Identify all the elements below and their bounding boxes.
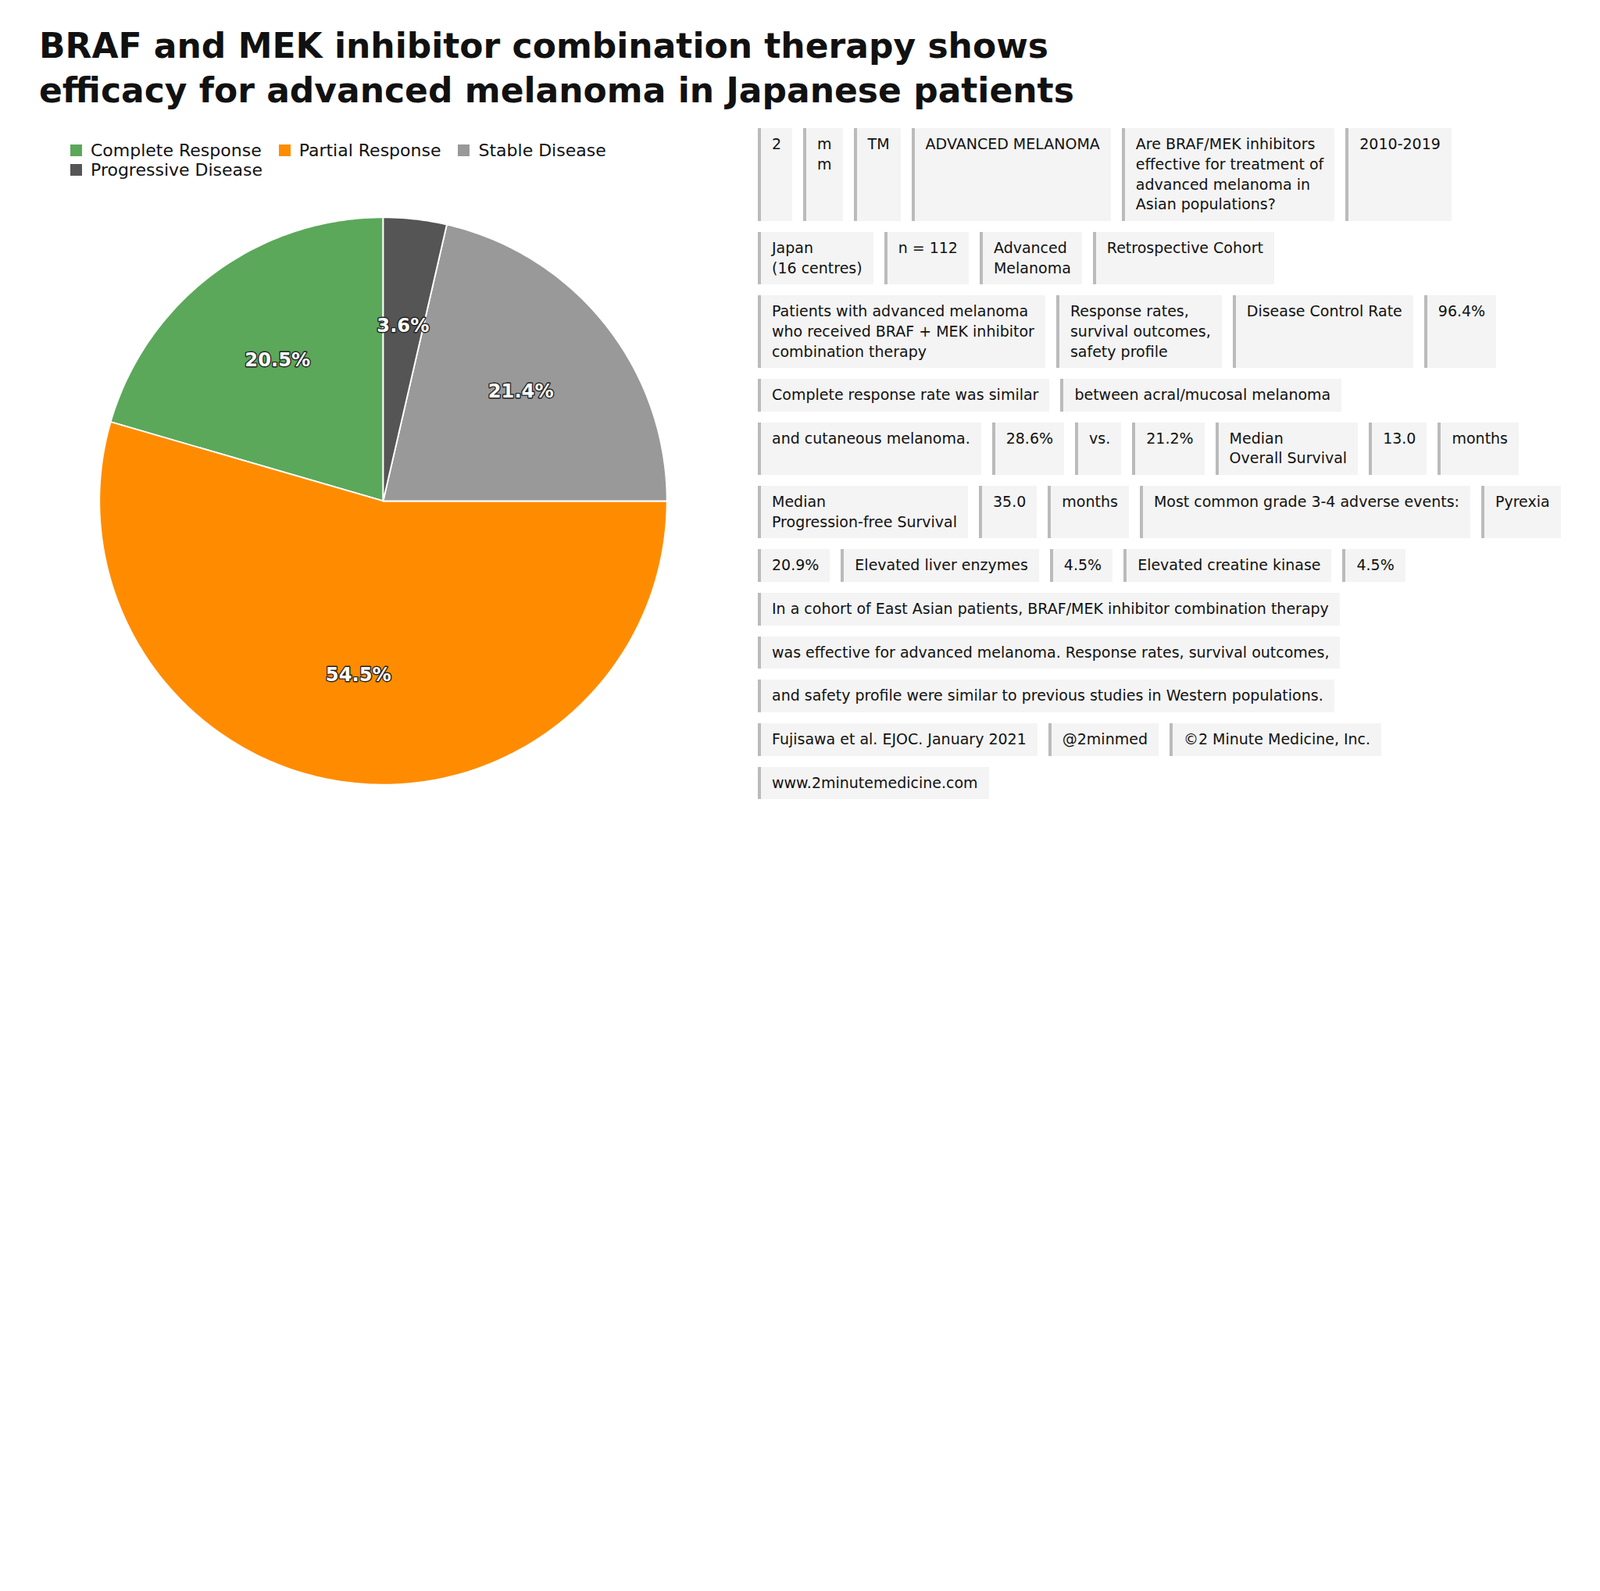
html-text:20.9%: 20.9% <box>771 556 820 574</box>
html-text:between acral/mucosal melanoma: between acral/mucosal melanoma <box>1074 386 1331 404</box>
html-text:Elevated creatine kinase: Elevated creatine kinase <box>1137 556 1321 574</box>
html-text:Are BRAF/MEK inhibitors effect: Are BRAF/MEK inhibitors effective for tr… <box>1135 135 1324 213</box>
html-text:Complete response rate was sim: Complete response rate was similar <box>771 386 1039 404</box>
svg-text:3.6%: 3.6% <box>376 315 429 338</box>
html-text:Median Progression-free Surviv: Median Progression-free Survival <box>771 493 958 531</box>
html-text:@2minmed: @2minmed <box>1062 730 1148 748</box>
html-text:4.5%: 4.5% <box>1356 556 1395 574</box>
html-text:Advanced Melanoma: Advanced Melanoma <box>993 238 1071 277</box>
html-text:and cutaneous melanoma.: and cutaneous melanoma. <box>771 429 971 447</box>
svg-text:21.4%: 21.4% <box>488 380 554 403</box>
html-text:Median Overall Survival: Median Overall Survival <box>1229 429 1347 467</box>
html-text:Complete Response: Complete Response <box>90 140 262 161</box>
html-text:m m: m m <box>817 135 832 173</box>
svg-text:20.5%: 20.5% <box>244 349 311 372</box>
html-text:vs.: vs. <box>1089 429 1111 447</box>
html-text:months: months <box>1451 429 1508 447</box>
html-text:Stable Disease: Stable Disease <box>478 140 607 161</box>
html-text:Japan (16 centres): Japan (16 centres) <box>771 238 863 277</box>
html-text:In a cohort of East Asian pati: In a cohort of East Asian patients, BRAF… <box>771 600 1329 618</box>
html-text:Patients with advanced melanom: Patients with advanced melanoma who rece… <box>771 302 1035 360</box>
html-text:28.6%: 28.6% <box>1006 429 1054 447</box>
html-text:2: 2 <box>771 135 782 153</box>
html-text:2010-2019: 2010-2019 <box>1359 135 1441 153</box>
html-text:96.4%: 96.4% <box>1438 302 1486 320</box>
html-text:Pyrexia: Pyrexia <box>1495 493 1550 511</box>
html-text:Disease Control Rate: Disease Control Rate <box>1246 302 1403 320</box>
html-text:BRAF and MEK inhibitor combina: BRAF and MEK inhibitor combination thera… <box>39 25 1075 111</box>
html-text:©2 Minute Medicine, Inc.: ©2 Minute Medicine, Inc. <box>1183 730 1371 748</box>
html-text:21.2%: 21.2% <box>1146 429 1194 447</box>
html-text:Partial Response: Partial Response <box>298 140 442 161</box>
svg-text:54.5%: 54.5% <box>325 664 392 687</box>
html-text:Most common grade 3-4 adverse: Most common grade 3-4 adverse events: <box>1153 493 1460 511</box>
html-text:4.5%: 4.5% <box>1063 556 1102 574</box>
html-text:months: months <box>1061 493 1118 511</box>
html-text:was effective for advanced mel: was effective for advanced melanoma. Res… <box>771 643 1330 661</box>
html-text:Fujisawa et al. EJOC. January: Fujisawa et al. EJOC. January 2021 <box>771 730 1027 748</box>
html-text:Progressive Disease: Progressive Disease <box>90 160 263 180</box>
html-text:n = 112: n = 112 <box>898 238 958 257</box>
html-text:35.0: 35.0 <box>992 493 1027 511</box>
html-text:Elevated liver enzymes: Elevated liver enzymes <box>855 556 1029 574</box>
html-text:Retrospective Cohort: Retrospective Cohort <box>1106 238 1264 257</box>
html-text:and safety profile were simila: and safety profile were similar to previ… <box>771 686 1324 705</box>
html-text:13.0: 13.0 <box>1382 429 1417 447</box>
html-text:ADVANCED MELANOMA: ADVANCED MELANOMA <box>925 135 1100 153</box>
html-text:Response rates, survival outco: Response rates, survival outcomes, safet… <box>1070 302 1211 360</box>
html-text:www.2minutemedicine.com: www.2minutemedicine.com <box>771 773 978 792</box>
html-text:TM: TM <box>867 135 890 153</box>
